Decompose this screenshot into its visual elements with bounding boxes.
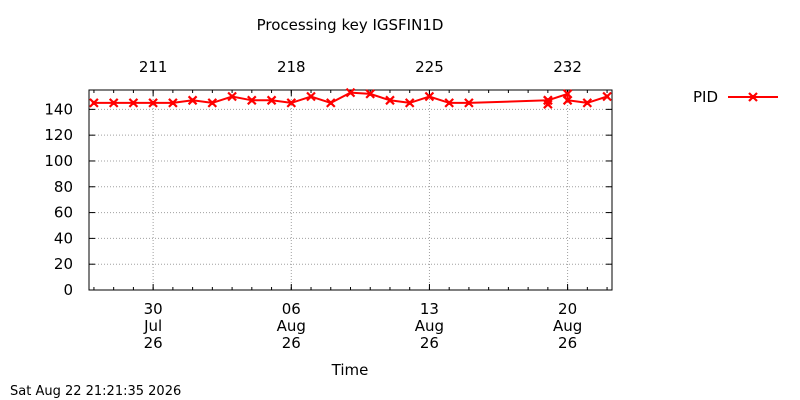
data-point (187, 95, 198, 106)
data-point-core (545, 98, 550, 103)
data-point-core (170, 100, 175, 105)
data-point-core (249, 98, 254, 103)
plot-frame (88, 89, 613, 291)
data-point (286, 98, 297, 108)
data-point-core (210, 100, 215, 105)
x-tick-label: 26 (282, 334, 301, 352)
data-point-core (131, 100, 136, 105)
data-point (247, 95, 257, 106)
x-tick-label: 26 (420, 334, 439, 352)
data-point-core (466, 100, 471, 105)
data-point-core (309, 94, 313, 99)
data-point (385, 95, 395, 106)
data-point (365, 89, 375, 99)
x-top-tick-label: 218 (277, 58, 306, 76)
grid-layer (89, 90, 612, 290)
data-point (168, 98, 178, 108)
y-tick-label: 20 (54, 255, 73, 273)
data-point (89, 98, 99, 108)
data-point (444, 98, 454, 108)
data-point-core (545, 102, 550, 107)
data-point-core (151, 100, 156, 105)
axis-layer: 02040608010012014030Jul2606Aug2613Aug262… (44, 58, 613, 352)
footer-timestamp: Sat Aug 22 21:21:35 2026 (10, 384, 181, 399)
data-point (128, 98, 139, 108)
series-layer (89, 87, 612, 109)
x-tick-label: Aug (415, 317, 444, 335)
data-point-core (427, 94, 432, 99)
x-top-tick-label: 232 (553, 58, 582, 76)
x-tick-label: 30 (144, 300, 163, 318)
y-tick-label: 140 (44, 100, 73, 118)
data-point (148, 98, 158, 108)
data-point (207, 98, 218, 108)
data-point-core (565, 98, 570, 103)
x-tick-label: 13 (420, 300, 439, 318)
chart-title: Processing key IGSFIN1D (257, 16, 444, 34)
data-point (345, 87, 356, 98)
y-tick-label: 40 (54, 229, 73, 247)
data-point-core (368, 91, 373, 96)
data-point (464, 98, 474, 108)
data-point (326, 98, 336, 108)
x-top-tick-label: 225 (415, 58, 444, 76)
data-point-core (111, 100, 116, 105)
data-point-core (91, 100, 96, 105)
legend-label: PID (693, 88, 718, 106)
y-tick-label: 60 (54, 204, 73, 222)
data-point-core (348, 90, 353, 95)
data-point-core (190, 98, 195, 103)
data-point-core (269, 98, 274, 103)
data-point-core (585, 100, 590, 105)
data-point (227, 91, 237, 102)
data-point-core (447, 100, 452, 105)
x-axis-label: Time (331, 361, 369, 379)
data-point (266, 95, 277, 106)
data-point-core (605, 94, 610, 99)
x-top-tick-label: 211 (139, 58, 168, 76)
y-tick-label: 120 (44, 126, 73, 144)
y-tick-label: 80 (54, 178, 73, 196)
data-point (602, 91, 612, 102)
data-point-core (565, 91, 570, 96)
x-tick-label: 26 (558, 334, 577, 352)
x-tick-label: 26 (144, 334, 163, 352)
data-point (562, 95, 573, 106)
data-point (424, 91, 435, 102)
data-point-core (388, 98, 392, 103)
data-point (543, 95, 553, 106)
y-tick-label: 0 (63, 281, 73, 299)
x-tick-label: 20 (558, 300, 577, 318)
data-point-core (407, 100, 412, 105)
x-tick-label: 06 (282, 300, 301, 318)
data-point (306, 91, 316, 102)
legend-marker (748, 92, 758, 102)
x-tick-label: Aug (553, 317, 582, 335)
x-tick-label: Jul (143, 317, 162, 335)
x-tick-label: Aug (277, 317, 306, 335)
data-point (108, 98, 119, 108)
data-point (582, 98, 593, 108)
data-point-core (328, 100, 333, 105)
legend: PID (693, 88, 778, 106)
legend-marker-core (751, 95, 755, 99)
data-point-core (230, 94, 235, 99)
data-point (404, 98, 415, 108)
data-point-core (289, 100, 294, 105)
y-tick-label: 100 (44, 152, 73, 170)
